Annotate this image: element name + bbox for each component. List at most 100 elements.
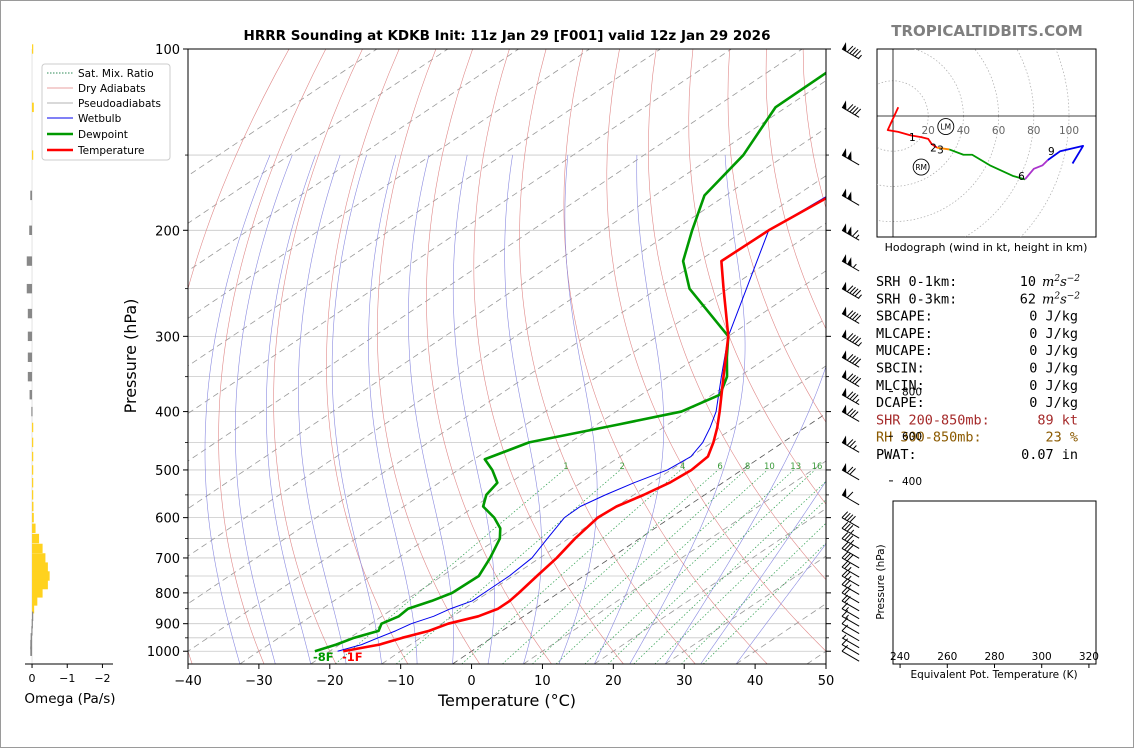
mixing-ratio-label: 6 (717, 462, 722, 472)
barb-half (850, 529, 855, 534)
hodograph-ring-label: 80 (1027, 125, 1040, 137)
index-value: 0 J/kg (1029, 361, 1078, 377)
omega-bar-descent (31, 406, 33, 417)
omega-bar-descent (27, 352, 33, 362)
barb-full (846, 439, 854, 446)
barb-full (841, 532, 849, 539)
barb-full (854, 50, 862, 57)
barb-full (846, 535, 854, 542)
hodograph-trace (949, 148, 1026, 181)
omega-bar-ascent (32, 571, 50, 581)
barb-full (844, 562, 851, 569)
wetbulb-profile (337, 196, 826, 652)
mixing-ratio-label: 36 (898, 462, 909, 472)
barb-full (849, 392, 856, 400)
legend-label-temperature: Temperature (77, 145, 145, 157)
barb-full (846, 466, 854, 474)
wind-barb (841, 100, 862, 118)
dry-adiabat (1097, 49, 1134, 664)
index-label: PWAT: (876, 447, 917, 463)
index-value: 0 J/kg (1029, 343, 1078, 359)
wind-barb (841, 638, 860, 655)
index-value: 0 J/kg (1029, 378, 1078, 394)
pseudoadiabat (594, 155, 665, 664)
dry-adiabat (688, 49, 826, 505)
barb-full (846, 285, 854, 293)
barb-half (852, 445, 857, 450)
omega-bar-ascent (32, 596, 38, 606)
dry-adiabat (218, 49, 327, 664)
barb-half (847, 575, 852, 580)
wind-barb (841, 223, 860, 241)
barb-flag (842, 254, 847, 264)
x-tick-label: −10 (387, 674, 414, 689)
barb-full (841, 578, 849, 585)
index-label: MLCIN: (876, 378, 925, 394)
wind-barb (841, 610, 860, 627)
dry-adiabat (273, 49, 363, 664)
dry-adiabat (473, 49, 624, 664)
pseudoadiabat (298, 154, 347, 664)
index-label: SHR 200-850mb: (876, 412, 990, 428)
mixing-ratio-line (702, 542, 826, 664)
barb-flag (842, 369, 847, 380)
barb-full (852, 230, 859, 237)
y-tick-label: 300 (155, 330, 180, 345)
x-tick-label: 0 (467, 674, 475, 689)
hodograph-caption: Hodograph (wind in kt, height in km) (885, 241, 1088, 254)
omega-bar-ascent (32, 44, 34, 54)
legend-label-pseudoadiabat: Pseudoadiabats (78, 98, 161, 110)
omega-bar-descent (26, 283, 33, 294)
hodograph-ring-label: 100 (1059, 125, 1079, 137)
legend-label-dry-adiabat: Dry Adiabats (78, 83, 146, 95)
omega-bar-ascent (32, 523, 36, 534)
barb-full (849, 311, 856, 319)
barb-full (852, 376, 859, 384)
theta-e-x-tick-label: 260 (937, 651, 957, 663)
pseudoadiabat (331, 154, 382, 664)
barb-full (841, 542, 849, 549)
theta-e-y-tick-label: 400 (902, 476, 922, 488)
hodograph-frame (876, 48, 1097, 238)
index-label: MLCAPE: (876, 326, 933, 342)
barb-full (844, 543, 851, 551)
barb-full (841, 551, 849, 559)
mixing-ratio-label: 24 (854, 462, 865, 472)
barb-half (852, 263, 857, 268)
wind-barb (841, 617, 860, 635)
theta-e-panel: 240 260 280 300 320 400 600 800 (889, 387, 1099, 668)
mixing-ratio-line (633, 480, 826, 664)
barb-full (849, 105, 856, 113)
omega-bar-ascent (32, 562, 48, 572)
pseudoadiabat (452, 154, 495, 664)
barb-full (852, 48, 859, 56)
theta-e-x-tick-label: 320 (1079, 651, 1099, 663)
barb-flag (842, 306, 847, 317)
pseudoadiabat (408, 154, 454, 664)
omega-bar-ascent (32, 451, 34, 462)
index-label: SBCIN: (876, 361, 925, 377)
dry-adiabat (648, 49, 826, 581)
isotherm-line (188, 80, 826, 510)
barb-full (854, 377, 862, 385)
x-tick-label: −40 (174, 674, 201, 689)
hodograph-height-label: 3 (937, 144, 944, 156)
theta-e-y-axis-label: Pressure (hPa) (875, 544, 887, 619)
barb-full (846, 333, 854, 340)
omega-bar-ascent (32, 422, 34, 433)
wind-barb (841, 387, 860, 406)
barb-full (849, 286, 856, 294)
mixing-ratio-line (607, 469, 816, 664)
barb-full (844, 596, 851, 603)
hodograph-height-label: 6 (1018, 171, 1025, 183)
wind-barb (841, 369, 862, 387)
omega-bar-descent (27, 331, 33, 342)
isotherm-line (188, 49, 661, 367)
dry-adiabat (326, 49, 409, 664)
hodograph-trace (1024, 159, 1049, 180)
barb-full (846, 408, 854, 415)
wind-barb (841, 532, 860, 549)
omega-bar-ascent (32, 150, 34, 160)
hodograph-height-label: 1 (909, 132, 916, 144)
barb-staff (841, 557, 860, 569)
